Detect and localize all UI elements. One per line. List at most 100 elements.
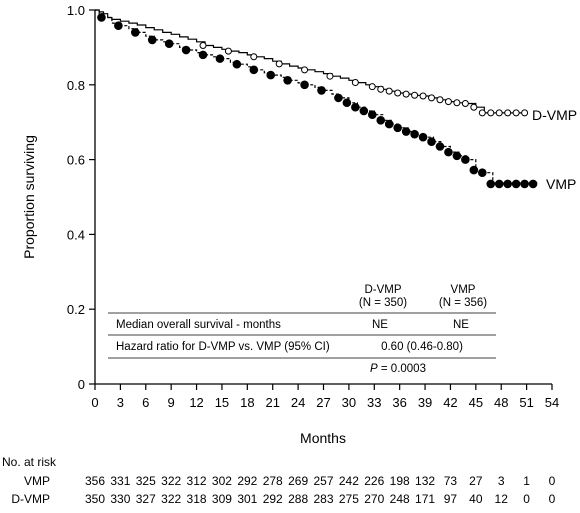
censor-marker-d-vmp [402,90,410,98]
x-tick-label: 36 [392,395,406,410]
censor-marker-d-vmp [351,79,359,87]
risk-row-label-dvmp: D-VMP [11,492,50,506]
x-tick-label: 30 [342,395,356,410]
risk-cell: 327 [136,492,156,506]
censor-marker-vmp [401,127,411,136]
censor-marker-vmp [486,179,496,189]
y-tick-label: 0.6 [67,153,85,168]
risk-cell: 27 [469,474,483,488]
inset-p-number: = 0.0003 [378,363,426,375]
censor-marker-vmp [215,54,225,63]
risk-cell: 292 [263,492,283,506]
x-tick-label: 33 [367,395,381,410]
risk-cell: 1 [523,474,530,488]
censor-marker-vmp [418,132,428,142]
censor-marker-d-vmp [444,98,452,106]
censor-marker-vmp [477,168,487,177]
x-tick-label: 54 [545,395,559,410]
x-axis-title: Months [300,430,346,446]
censor-marker-d-vmp [224,47,232,55]
curve-d-vmp [95,9,527,114]
censor-marker-d-vmp [419,92,427,100]
censor-marker-d-vmp [326,72,334,80]
censor-marker-vmp [376,116,386,125]
risk-cell: 12 [495,492,509,506]
censor-marker-d-vmp [411,91,419,99]
x-tick-label: 24 [291,395,305,410]
y-ticks: 0 0.2 0.4 0.6 0.8 1.0 [67,3,95,392]
censor-marker-d-vmp [385,87,393,95]
censor-marker-d-vmp [199,42,207,50]
inset-table: D-VMP (N = 350) VMP (N = 356) Median ove… [108,284,496,375]
censor-marker-vmp [342,98,352,108]
risk-cell: 0 [523,492,530,506]
censor-marker-vmp [461,155,470,164]
censor-marker-vmp [469,165,479,175]
censor-marker-vmp [300,80,309,90]
risk-cell: 132 [415,474,435,488]
censor-marker-vmp [503,179,512,189]
censor-marker-d-vmp [470,103,478,111]
risk-cell: 318 [187,492,207,506]
risk-cell: 356 [85,474,105,488]
risk-table-title: No. at risk [2,455,57,469]
censor-marker-vmp [427,137,436,146]
censor-marker-vmp [511,179,521,189]
x-tick-label: 12 [189,395,203,410]
survival-curves [95,9,538,189]
series-label-dvmp: D-VMP [532,107,577,123]
risk-cell: 275 [339,492,359,506]
risk-cell: 331 [110,474,130,488]
censor-marker-d-vmp [377,85,385,93]
x-tick-label: 15 [215,395,229,410]
risk-cell: 248 [390,492,410,506]
risk-cells: 356 331 325 322 312 302 292 278 269 257 242 226 198 1… [85,474,556,506]
censor-marker-d-vmp [368,83,376,91]
risk-cell: 198 [390,474,410,488]
x-tick-label: 18 [240,395,254,410]
y-tick-label: 0.4 [67,227,85,242]
censor-marker-d-vmp [512,109,520,117]
censor-marker-vmp [334,93,343,103]
inset-p-letter: P [370,363,378,375]
risk-cell: 312 [187,474,207,488]
x-tick-label: 3 [117,395,124,410]
inset-row1-col2: NE [453,319,469,331]
censor-marker-vmp [351,102,360,112]
censor-marker-d-vmp [301,66,309,74]
risk-cell: 288 [288,492,308,506]
inset-row1-col1: NE [372,319,388,331]
censor-marker-vmp [410,129,419,139]
y-axis-title: Proportion surviving [21,135,37,259]
risk-table: No. at risk VMP D-VMP 356 331 325 322 312 302… [2,455,556,506]
risk-cell: 278 [263,474,283,488]
censor-marker-vmp [528,179,538,189]
risk-cell: 322 [161,474,181,488]
censor-marker-vmp [114,21,123,31]
censor-marker-vmp [520,179,529,189]
censor-marker-d-vmp [521,109,529,117]
inset-row1-label: Median overall survival - months [116,319,281,331]
censor-marker-vmp [452,151,462,161]
inset-p-value: P = 0.0003 [370,363,426,375]
x-tick-label: 48 [494,395,508,410]
axes: 00.20.40.60.81.0 0 3 6 9 12 15 18 21 24 27 30 33 36 3… [67,3,559,410]
censor-marker-d-vmp [495,109,503,117]
risk-cell: 330 [110,492,130,506]
x-tick-label: 39 [418,395,432,410]
risk-cell: 325 [136,474,156,488]
series-label-vmp: VMP [546,176,576,192]
censor-marker-d-vmp [478,109,486,117]
censor-marker-vmp [283,76,292,85]
risk-row-label-vmp: VMP [24,474,50,488]
x-ticks: 0 3 6 9 12 15 18 21 24 27 30 33 36 39 42 45 48 51 54 [91,384,559,410]
x-tick-label: 45 [469,395,483,410]
risk-cell: 257 [313,474,333,488]
x-tick-label: 51 [519,395,533,410]
risk-cell: 73 [444,474,458,488]
censor-marker-vmp [494,179,504,189]
censor-marker-vmp [164,39,174,48]
risk-cell: 301 [237,492,257,506]
censor-marker-vmp [367,110,377,120]
